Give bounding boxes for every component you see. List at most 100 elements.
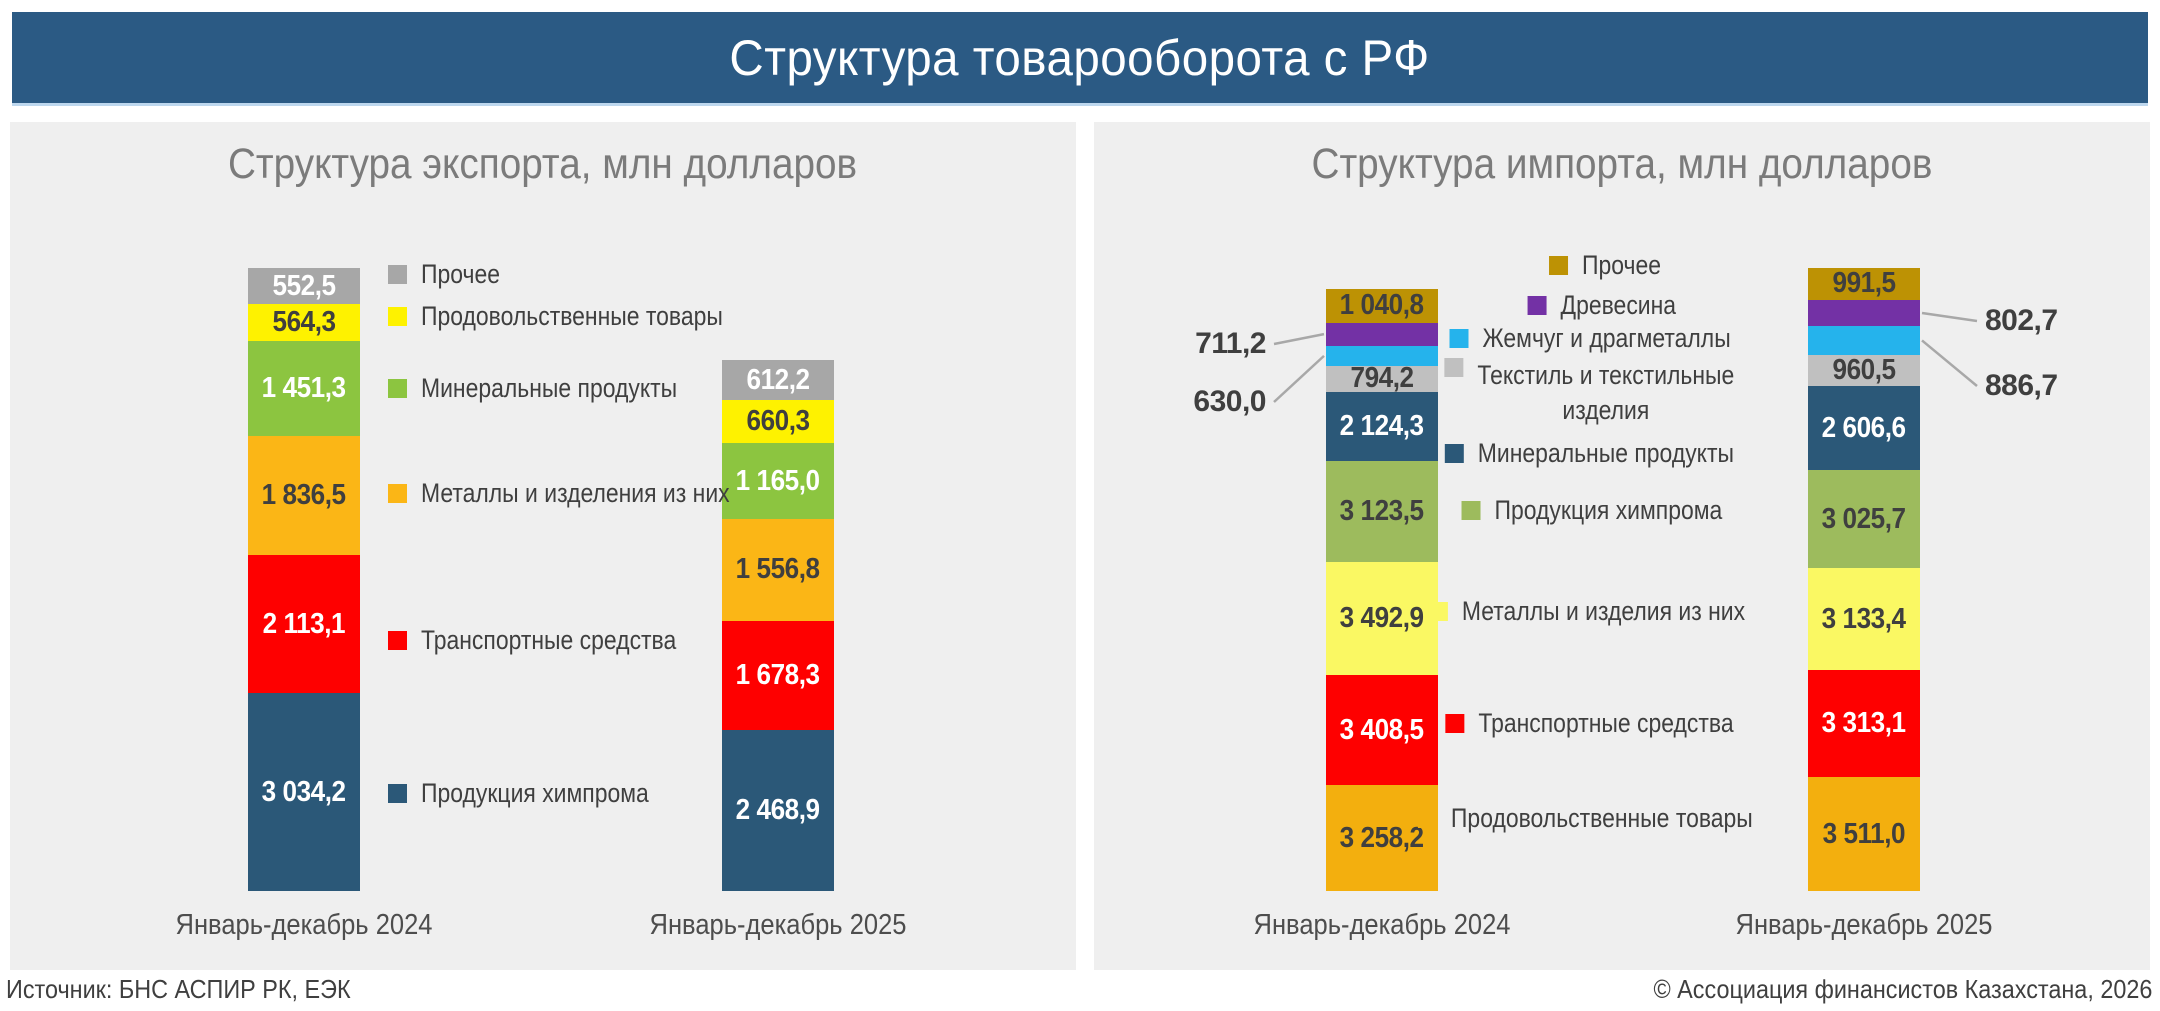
bar-segment: 1 165,0 — [722, 443, 834, 520]
legend-item: Минеральные продукты — [388, 371, 722, 406]
bar-segment: 552,5 — [248, 268, 360, 305]
bar-value-label: 2 468,9 — [736, 794, 820, 826]
legend-item: Транспортные средства — [1445, 706, 1778, 741]
legend-swatch-icon — [388, 484, 407, 503]
category-label-text: Январь-декабрь 2025 — [649, 909, 907, 941]
legend-swatch-icon — [1445, 714, 1465, 733]
bar-value-label: 991,5 — [1832, 267, 1896, 300]
banner: Структура товарооборота с РФ — [12, 12, 2148, 106]
bar-value-label: 2 113,1 — [262, 607, 346, 640]
legend-swatch-icon — [1417, 809, 1437, 828]
bar-value-label: 2 606,6 — [1822, 411, 1906, 444]
callout-line — [1921, 311, 1978, 323]
export-panel: Структура экспорта, млн долларов 3 034,2… — [10, 122, 1076, 970]
legend-item-label: Транспортные средства — [421, 625, 677, 655]
legend-item: Продовольственные товары — [1417, 801, 1806, 836]
category-label-text: Январь-декабрь 2024 — [175, 909, 433, 941]
legend-item: Прочее — [388, 257, 514, 292]
bar-value-label: 564,3 — [272, 306, 336, 339]
bar-segment: 3 408,5 — [1326, 675, 1438, 786]
bar-segment: 612,2 — [722, 360, 834, 401]
import-chart: 3 258,2 3 408,5 3 492,9 3 123,5 2 124,3 794,2… — [1094, 122, 2150, 970]
import-panel: Структура импорта, млн долларов 3 258,2 3… — [1094, 122, 2150, 970]
legend-item: Металлы и изделения из них — [388, 476, 784, 511]
bar-value-label: 1 678,3 — [736, 658, 820, 691]
legend-item: Металлы и изделия из них — [1428, 594, 1795, 629]
legend-item-label: Минеральные продукты — [421, 373, 678, 403]
bar-segment: 2 468,9 — [722, 730, 834, 891]
category-label: Январь-декабрь 2025 — [598, 909, 958, 942]
legend-item-label-line: Текстиль и текстильные — [1477, 360, 1735, 390]
bar-value-label: 960,5 — [1832, 353, 1896, 386]
category-label: Январь-декабрь 2025 — [1684, 909, 2044, 942]
category-label: Январь-декабрь 2024 — [124, 909, 484, 942]
category-label: Январь-декабрь 2024 — [1202, 909, 1562, 942]
bar-value-label: 794,2 — [1350, 362, 1414, 395]
bar-value-label: 3 313,1 — [1822, 707, 1906, 740]
category-label-text: Январь-декабрь 2024 — [1253, 909, 1511, 941]
bar-segment: 2 124,3 — [1326, 391, 1438, 461]
bar-segment: 3 133,4 — [1808, 568, 1920, 670]
bar-segment — [1808, 326, 1920, 355]
bar-value-label: 1 040,8 — [1340, 289, 1424, 322]
legend-swatch-icon — [388, 631, 407, 650]
export-chart: 3 034,2 2 113,1 1 836,5 1 451,3 564,3 552,5 Ян… — [10, 122, 1076, 970]
bar-value-label: 1 165,0 — [736, 464, 820, 497]
legend-item-label: Минеральные продукты — [1477, 438, 1734, 468]
callout-value: 886,7 — [1985, 369, 2058, 402]
callout-line — [1273, 332, 1325, 346]
bar-segment: 960,5 — [1808, 353, 1920, 386]
bar-segment: 3 492,9 — [1326, 561, 1438, 675]
import-chart-title: Структура импорта, млн долларов — [1311, 140, 1933, 188]
legend-item: Транспортные средства — [388, 623, 721, 658]
callout-value: 802,7 — [1985, 304, 2058, 337]
bar-value-label: 2 124,3 — [1340, 409, 1424, 442]
bar-value-label: 3 133,4 — [1822, 602, 1906, 635]
legend-item-label: Продовольственные товары — [1450, 803, 1753, 833]
bar-value-label: 3 408,5 — [1340, 713, 1424, 746]
bar-value-label: 1 836,5 — [262, 479, 346, 512]
legend-item-label: Прочее — [1582, 250, 1662, 280]
legend-item: Прочее — [1549, 248, 1675, 283]
page-title: Структура товарооборота с РФ — [729, 29, 1431, 86]
legend-item: Древесина — [1527, 288, 1697, 323]
bar-segment: 3 123,5 — [1326, 460, 1438, 562]
bar-value-label: 3 511,0 — [1822, 817, 1906, 850]
bar-value-label: 1 451,3 — [262, 371, 346, 404]
bar-segment: 1 556,8 — [722, 519, 834, 621]
category-label-text: Январь-декабрь 2025 — [1735, 909, 1993, 941]
bar-segment: 1 678,3 — [722, 620, 834, 730]
legend-swatch-icon — [1444, 358, 1464, 377]
bar-segment: 3 258,2 — [1326, 785, 1438, 891]
legend-item-label: Металлы и изделия из них — [1461, 596, 1746, 626]
bar-value-label: 3 025,7 — [1822, 502, 1906, 535]
bar-segment: 3 025,7 — [1808, 470, 1920, 569]
legend-item-label: Древесина — [1560, 290, 1677, 320]
bar-segment — [1326, 345, 1438, 367]
legend-swatch-icon — [1461, 501, 1481, 520]
legend-item: Продукция химпрома — [1461, 493, 1763, 528]
legend-swatch-icon — [388, 307, 407, 326]
bar-segment: 794,2 — [1326, 362, 1438, 395]
bar-segment: 660,3 — [722, 400, 834, 444]
bar-segment — [1326, 322, 1438, 346]
bar-segment — [1808, 300, 1920, 326]
legend-item-label: Прочее — [421, 259, 501, 289]
callout-line — [1921, 339, 1978, 387]
bar-segment: 1 040,8 — [1326, 288, 1438, 323]
legend-item: Жемчуг и драгметаллы — [1449, 321, 1775, 356]
bar-segment: 1 451,3 — [248, 341, 360, 436]
legend-item-label: Продовольственные товары — [421, 301, 723, 331]
legend-swatch-icon — [1449, 329, 1469, 348]
bar-value-label: 552,5 — [272, 269, 336, 302]
legend-swatch-icon — [1549, 256, 1569, 275]
bar-segment: 3 313,1 — [1808, 669, 1920, 778]
legend-item-label-line: изделия — [1562, 395, 1650, 425]
legend-item-label: Транспортные средства — [1478, 708, 1734, 738]
legend-swatch-icon — [388, 265, 407, 284]
bar-value-label: 3 492,9 — [1340, 601, 1424, 634]
legend-item: Текстиль и текстильные изделия — [1444, 358, 1779, 428]
bar-value-label: 660,3 — [746, 405, 810, 438]
bar-segment: 2 606,6 — [1808, 385, 1920, 471]
bar-segment: 564,3 — [248, 304, 360, 341]
